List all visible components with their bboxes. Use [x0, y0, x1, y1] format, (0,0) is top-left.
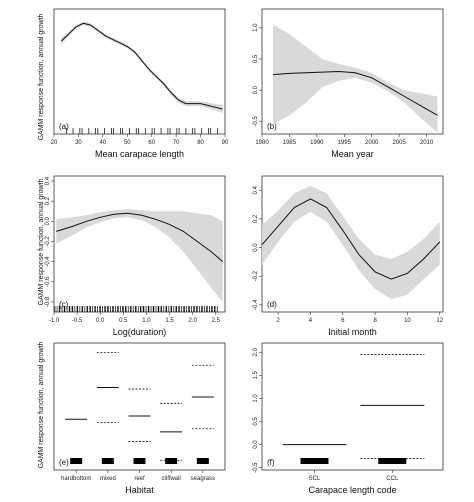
y-tick-label: -0.6	[45, 276, 51, 287]
x-tick-label: 1990	[310, 140, 324, 146]
y-tick-label: 0.4	[253, 185, 259, 194]
x-tick-label-seagrass: seagrass	[191, 476, 215, 482]
x-tick-label: 10	[404, 318, 411, 324]
panel-label: (e)	[59, 458, 69, 467]
x-tick-label: 8	[373, 318, 377, 324]
panel-label: (f)	[267, 458, 275, 467]
confidence-band	[56, 209, 223, 302]
y-tick-label: 1.0	[253, 23, 259, 32]
y-tick-label: 0.0	[253, 243, 259, 252]
x-tick-label: 60	[148, 140, 155, 146]
y-tick-label: -0.2	[45, 236, 51, 247]
x-tick-label: 0.0	[96, 318, 105, 324]
x-tick-label-hardbottom: hardbottom	[61, 476, 91, 482]
smooth-curve	[261, 198, 441, 280]
x-axis-label: Log(duration)	[113, 327, 167, 337]
x-tick-label: 1.5	[165, 318, 174, 324]
x-tick-label: 1980	[255, 140, 269, 146]
panel-label: (d)	[267, 300, 277, 309]
panel-frame	[53, 8, 226, 135]
y-axis-label-bottom: GAMM response function, annual growth	[38, 341, 45, 468]
y-tick-label: 0.5	[253, 54, 259, 63]
panel-d: (d) Initial month 0.4 0.2 0.0 -0.2 -0.4 2 4 6 8 10 1…	[253, 175, 444, 337]
panel-b: (b) Mean year 1.0 0.5 0.0 -0.5 1980 1985 1990 199…	[253, 8, 444, 159]
x-tick-label: 12	[436, 318, 443, 324]
x-tick-label: 2	[276, 318, 280, 324]
x-tick-label-SCL: SCL	[309, 476, 321, 482]
x-tick-label: 2.5	[212, 318, 221, 324]
panel-label: (b)	[267, 122, 277, 131]
x-tick-label: 90	[222, 140, 229, 146]
x-tick-label-cliffwall: cliffwall	[162, 476, 181, 482]
rug-block	[70, 458, 83, 464]
x-tick-label: 50	[124, 140, 131, 146]
x-tick-label: 4	[309, 318, 313, 324]
confidence-band	[273, 24, 438, 133]
rug-block	[196, 458, 209, 464]
y-axis-label-middle: GAMM response function, annual growth	[38, 178, 45, 305]
x-tick-label-mixed: mixed	[100, 476, 116, 482]
x-axis-label: Habitat	[125, 485, 154, 495]
y-tick-label: 0.2	[253, 214, 259, 223]
smooth-curve	[60, 22, 223, 110]
x-tick-label: 2010	[420, 140, 434, 146]
x-tick-label: 1.0	[142, 318, 151, 324]
x-axis-label: Initial month	[328, 327, 377, 337]
x-tick-label: 80	[197, 140, 204, 146]
rug-block	[165, 458, 178, 464]
smooth-curve	[56, 212, 224, 262]
y-tick-label: -0.2	[253, 270, 259, 281]
panel-frame	[53, 175, 226, 313]
panel-frame	[53, 342, 226, 471]
panel-frame	[261, 8, 444, 135]
x-axis-label: Mean year	[331, 149, 374, 159]
x-tick-label: 6	[341, 318, 345, 324]
x-tick-label: 1985	[283, 140, 297, 146]
smooth-curve	[272, 70, 438, 116]
panel-c: (c) Log(duration) 0.4 0.2 0.0 -0.2 -0.4 -0.6 -0.…	[45, 175, 226, 337]
rug-block	[300, 458, 329, 464]
y-tick-label: 0.4	[45, 176, 51, 185]
rug-block	[101, 458, 114, 464]
y-tick-label: -0.4	[253, 299, 259, 310]
rug-block	[133, 458, 146, 464]
x-axis-label: Mean carapace length	[95, 149, 184, 159]
x-tick-label: 30	[75, 140, 82, 146]
x-tick-label: 2.0	[188, 318, 197, 324]
x-tick-label: -0.5	[72, 318, 83, 324]
y-tick-label: -0.5	[253, 116, 259, 127]
x-tick-label: 1995	[338, 140, 352, 146]
y-tick-label: 0.5	[253, 417, 259, 426]
x-tick-label-CCL: CCL	[386, 476, 399, 482]
confidence-band	[61, 21, 223, 114]
x-tick-label: 2000	[365, 140, 379, 146]
x-tick-label: 0.5	[119, 318, 128, 324]
panel-label: (c)	[59, 300, 69, 309]
x-tick-label-reef: reef	[134, 476, 145, 482]
y-axis-label-top: GAMM response function, annual growth	[38, 13, 45, 140]
y-tick-label: 1.0	[253, 394, 259, 403]
y-tick-label: 1.5	[253, 370, 259, 379]
x-tick-label: 70	[173, 140, 180, 146]
y-tick-label: -0.5	[253, 462, 259, 473]
y-tick-label: 0.0	[253, 85, 259, 94]
y-tick-label: 0.0	[253, 440, 259, 449]
y-tick-label: 2.0	[253, 347, 259, 356]
panel-frame	[261, 342, 444, 471]
y-tick-label: -0.8	[45, 296, 51, 307]
y-tick-label: -0.4	[45, 256, 51, 267]
panel-f: (f) Carapace length code 2.0 1.5 1.0 0.5 0.0 -0…	[253, 342, 444, 495]
y-tick-label: 0.0	[45, 217, 51, 226]
x-tick-label: -1.0	[49, 318, 60, 324]
panel-label: (a)	[59, 122, 69, 131]
x-axis-label: Carapace length code	[308, 485, 396, 495]
x-tick-label: 20	[51, 140, 58, 146]
x-tick-label: 2005	[392, 140, 406, 146]
rug-block	[378, 458, 407, 464]
panel-e: (e) Habitat hardbottom mixed reef cliffwall se…	[53, 342, 226, 495]
y-tick-label: 0.2	[45, 196, 51, 205]
panel-a: (a) Mean carapace length 20 30 40 50 60 70 80 90	[51, 8, 229, 159]
x-tick-label: 40	[100, 140, 107, 146]
